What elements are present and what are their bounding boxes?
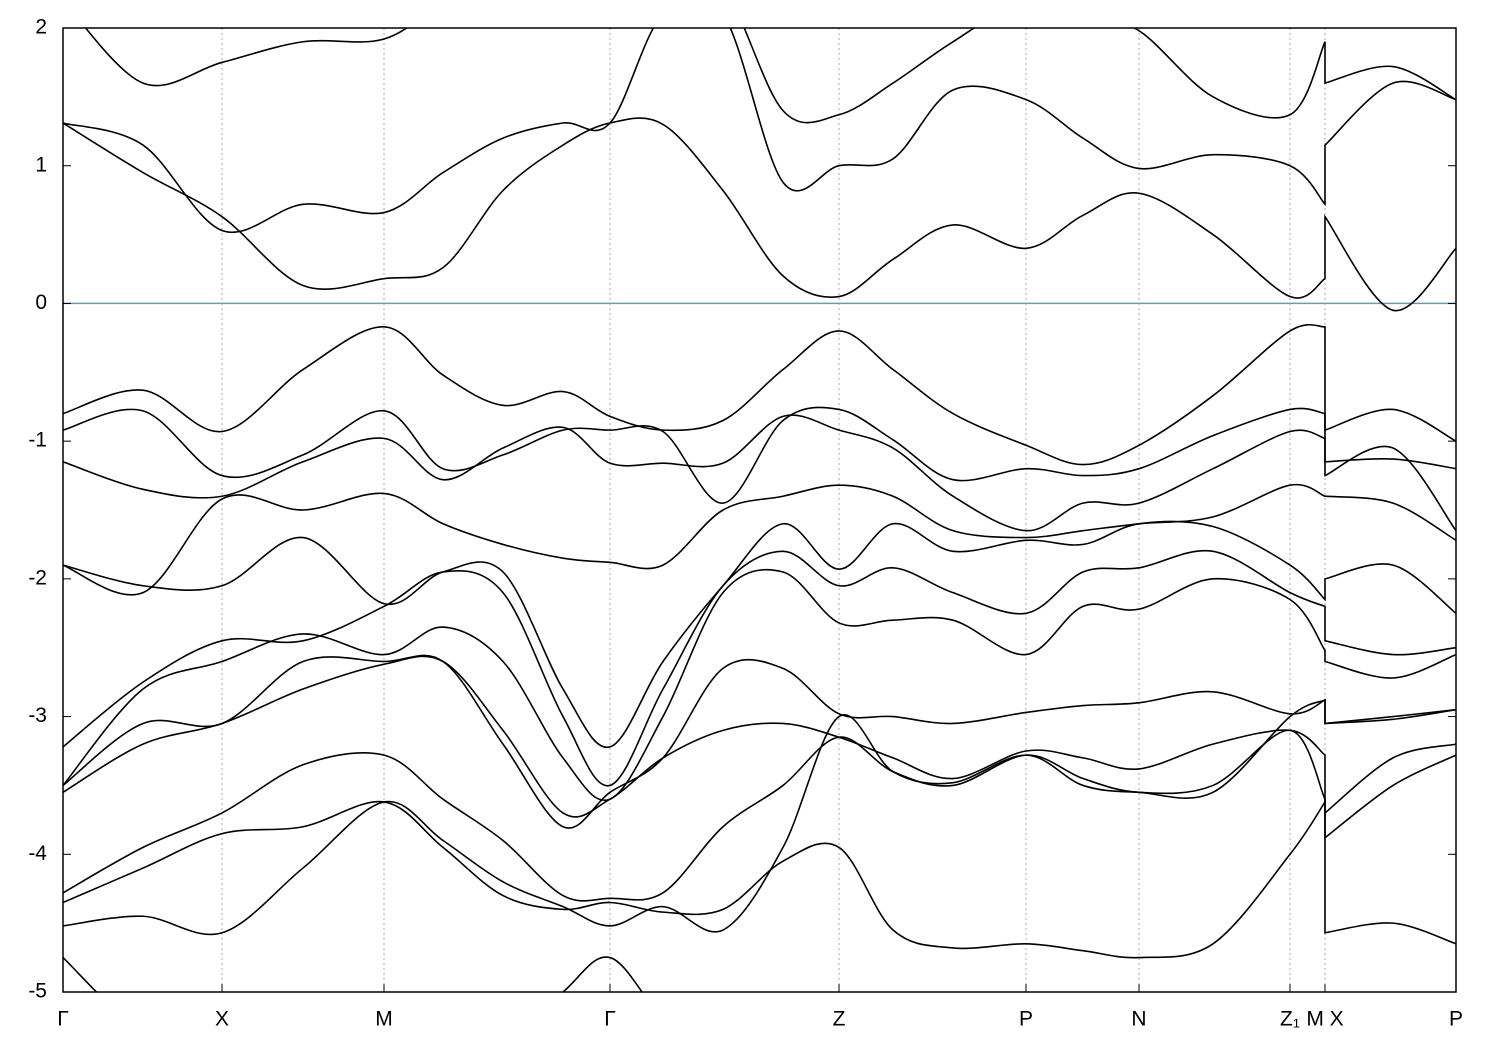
x-tick-label: Γ [57,1008,69,1031]
bands-layer [63,28,1456,992]
x-tick-label: M X [1306,1008,1343,1031]
band-line [63,483,1456,596]
band-line [63,729,1456,902]
x-tick-label: X [215,1008,229,1031]
y-tick-label: -5 [28,980,47,1003]
x-tick-label: P [1019,1008,1033,1031]
y-tick-label: 0 [35,291,47,314]
plot-frame [62,27,1457,993]
band-line [63,324,1456,466]
x-tick-label: M [375,1008,393,1031]
x-tick-label: Z₁ [1280,1008,1300,1031]
band-line [63,406,1456,504]
band-line [63,799,1456,959]
band-line [63,698,1456,936]
band-line [63,654,1456,829]
x-tick-label: Γ [604,1008,616,1031]
y-tick-label: -4 [28,842,47,865]
band-line [63,117,1456,312]
y-tick-label: 2 [35,16,47,39]
x-tick-label: P [1449,1008,1463,1031]
band-line [63,549,1456,787]
y-tick-label: -1 [28,429,47,452]
band-line [63,414,1456,532]
axes-layer: Γ X M Γ Z P N Z₁ M X P -5 -4 -3 -2 -1 0 1 2 [28,16,1463,1031]
y-tick-label: -2 [28,566,47,589]
y-tick-label: -3 [28,704,47,727]
x-tick-label: N [1131,1008,1146,1031]
band-line [63,568,1456,802]
grid-layer [62,28,1457,992]
band-line [63,28,1456,233]
band-line [63,655,1456,818]
band-line [63,956,643,992]
x-tick-label: Z [833,1008,846,1031]
band-line [84,28,1456,124]
y-tick-label: 1 [35,153,47,176]
band-line [63,520,1456,748]
